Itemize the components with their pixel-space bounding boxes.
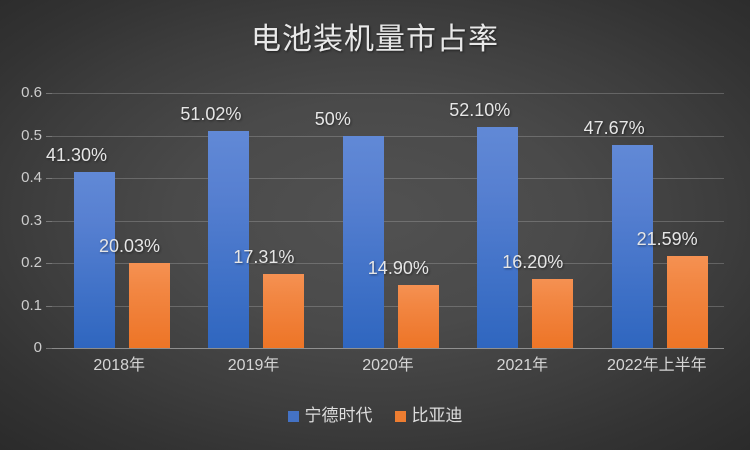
- y-axis-tick-label: 0.2: [21, 254, 42, 271]
- bar-ningde[interactable]: [208, 131, 250, 348]
- gridline: [52, 178, 724, 179]
- y-axis-tick-mark: [46, 220, 52, 222]
- bar-data-label: 16.20%: [502, 252, 564, 273]
- gridline: [52, 348, 724, 349]
- y-axis-tick-mark: [46, 135, 52, 137]
- y-axis-tick-label: 0.1: [21, 296, 42, 314]
- y-axis-tick-mark: [46, 305, 52, 307]
- bar-group: 41.30% 20.03%: [46, 93, 186, 348]
- bar-byd[interactable]: [397, 284, 439, 348]
- bar-data-label: 21.59%: [636, 229, 698, 250]
- bar-group: 52.10% 16.20%: [449, 93, 589, 348]
- x-axis-tick-label: 2018年: [93, 357, 145, 374]
- legend-item-byd[interactable]: 比亚迪: [394, 406, 463, 426]
- gridline: [52, 93, 724, 94]
- bar-ningde[interactable]: [74, 172, 115, 348]
- legend-swatch-icon: [394, 410, 406, 422]
- bar-data-label: 52.10%: [449, 99, 511, 120]
- y-axis-tick-mark: [46, 263, 52, 264]
- y-axis-tick-mark: [46, 348, 52, 349]
- chart-legend: 宁德时代 比亚迪: [0, 406, 750, 426]
- y-axis-tick-mark: [46, 178, 52, 179]
- bar-ningde[interactable]: [477, 126, 519, 348]
- bar-data-label: 47.67%: [583, 118, 645, 139]
- bar-data-label: 20.03%: [99, 235, 161, 256]
- bar-byd[interactable]: [532, 279, 574, 348]
- bar-byd[interactable]: [263, 274, 305, 348]
- bar-ningde[interactable]: [611, 145, 653, 348]
- plot-area: 0 0.1 0.2 0.3 0.4 0.5 0.6 41.30% 20.03% 51.02% 17…: [21, 85, 724, 356]
- legend-label: 宁德时代: [304, 406, 373, 425]
- bar-group: 50% 14.90%: [315, 93, 455, 348]
- gridline: [52, 135, 724, 137]
- bar-group: 51.02% 17.31%: [180, 93, 320, 348]
- x-axis-tick-label: 2019年: [227, 357, 280, 374]
- bar-data-label: 51.02%: [180, 104, 242, 125]
- bar-group: 47.67% 21.59%: [584, 93, 724, 348]
- bar-byd[interactable]: [666, 256, 708, 348]
- y-axis-tick-label: 0: [33, 339, 42, 356]
- x-axis-tick-label: 2021年: [496, 357, 549, 374]
- y-axis-tick-label: 0.6: [21, 84, 42, 101]
- gridline: [52, 305, 724, 307]
- y-axis-tick-mark: [46, 93, 52, 94]
- bar-data-label: 41.30%: [46, 145, 108, 166]
- bar-byd[interactable]: [129, 262, 170, 348]
- x-axis-tick-label: 2022年上半年: [606, 357, 707, 374]
- bar-ningde[interactable]: [342, 135, 384, 348]
- bar-data-label: 50%: [314, 108, 351, 129]
- y-axis-tick-label: 0.4: [21, 169, 42, 186]
- legend-swatch-icon: [287, 410, 299, 422]
- bar-data-label: 17.31%: [233, 247, 295, 268]
- chart-title: 电池装机量市占率: [251, 23, 499, 56]
- legend-label: 比亚迪: [411, 406, 463, 425]
- gridline: [52, 220, 724, 222]
- y-axis-tick-label: 0.5: [21, 126, 42, 144]
- y-axis-tick-label: 0.3: [21, 211, 42, 229]
- gridline: [52, 263, 724, 264]
- legend-item-ningde[interactable]: 宁德时代: [287, 406, 373, 426]
- bar-data-label: 14.90%: [367, 257, 429, 278]
- x-axis: 2018年 2019年 2020年 2021年 2022年上半年: [52, 355, 724, 381]
- x-axis-tick-label: 2020年: [362, 357, 414, 374]
